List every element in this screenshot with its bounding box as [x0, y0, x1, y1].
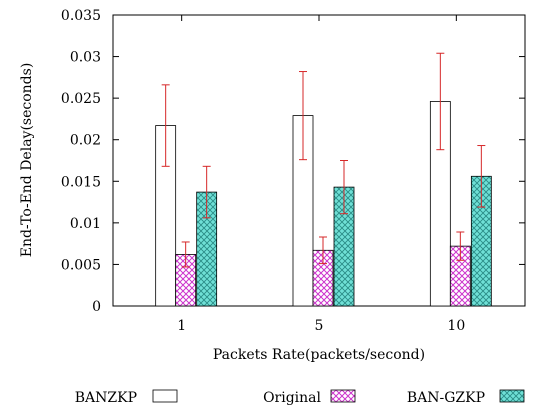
error-bar: [477, 145, 486, 208]
legend-item: BAN-GZKP: [407, 389, 525, 406]
error-bar: [181, 241, 190, 268]
x-tick-label: 5: [315, 318, 324, 334]
legend-swatch: [499, 389, 525, 403]
legend-item: Original: [263, 389, 356, 406]
x-tick-label: 1: [177, 318, 186, 334]
y-tick-label: 0.02: [70, 133, 101, 149]
legend-label: BAN-GZKP: [407, 390, 485, 406]
error-bar: [202, 165, 211, 219]
y-tick-label: 0: [92, 299, 101, 315]
y-tick-label: 0.015: [61, 174, 101, 190]
error-bar: [161, 84, 170, 167]
y-tick-label: 0.035: [61, 8, 101, 24]
x-axis-label: Packets Rate(packets/second): [213, 347, 425, 363]
x-tick-label: 10: [447, 318, 465, 334]
error-bars-group: [161, 52, 486, 268]
legend-swatch: [330, 389, 356, 403]
y-tick-label: 0.005: [61, 257, 101, 273]
error-bar: [340, 160, 348, 215]
legend: BANZKP Original BAN-GZKP: [75, 389, 525, 406]
error-bar: [436, 52, 445, 151]
legend-item: BANZKP: [75, 389, 178, 406]
y-tick-label: 0.025: [61, 91, 101, 107]
legend-label: BANZKP: [75, 390, 137, 406]
legend-label: Original: [263, 390, 321, 406]
y-axis-label: End-To-End Delay(seconds): [19, 63, 35, 258]
error-bar: [456, 231, 465, 261]
bars-group: [155, 101, 492, 307]
y-axis: 0 0.005 0.01 0.015 0.02 0.025 0.03 0.035: [61, 8, 525, 315]
legend-swatch: [152, 389, 178, 403]
error-bar: [299, 71, 307, 161]
y-tick-label: 0.01: [70, 216, 101, 232]
error-bar: [319, 236, 327, 265]
y-tick-label: 0.03: [70, 50, 101, 66]
